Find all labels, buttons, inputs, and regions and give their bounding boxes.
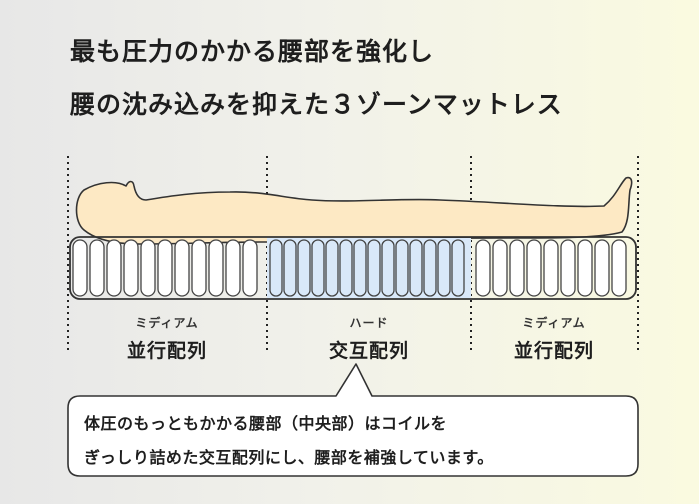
headline-line-1: 最も圧力のかかる腰部を強化し	[70, 37, 435, 66]
coils-center-zone	[269, 239, 465, 297]
mattress-outline	[69, 236, 637, 300]
callout-bubble	[67, 363, 639, 477]
zone-right-firmness: ミディアム	[522, 316, 586, 330]
lying-body-figure	[75, 176, 633, 245]
zone-center-firmness: ハード	[349, 316, 389, 330]
callout-text-line-1: 体圧のもっともかかる腰部（中央部）はコイルを	[84, 414, 448, 433]
headline-line-2: 腰の沈み込みを抑えた３ゾーンマットレス	[70, 90, 563, 119]
zone-right-arrangement: 並行配列	[513, 340, 594, 362]
zone-left-firmness: ミディアム	[135, 316, 199, 330]
zone-center-arrangement: 交互配列	[328, 340, 409, 362]
coils-left-zone	[72, 239, 258, 297]
zone-left-arrangement: 並行配列	[126, 340, 207, 362]
callout-text-line-2: ぎっしり詰めた交互配列にし、腰部を補強しています。	[84, 448, 494, 467]
coils-right-zone	[475, 239, 627, 297]
